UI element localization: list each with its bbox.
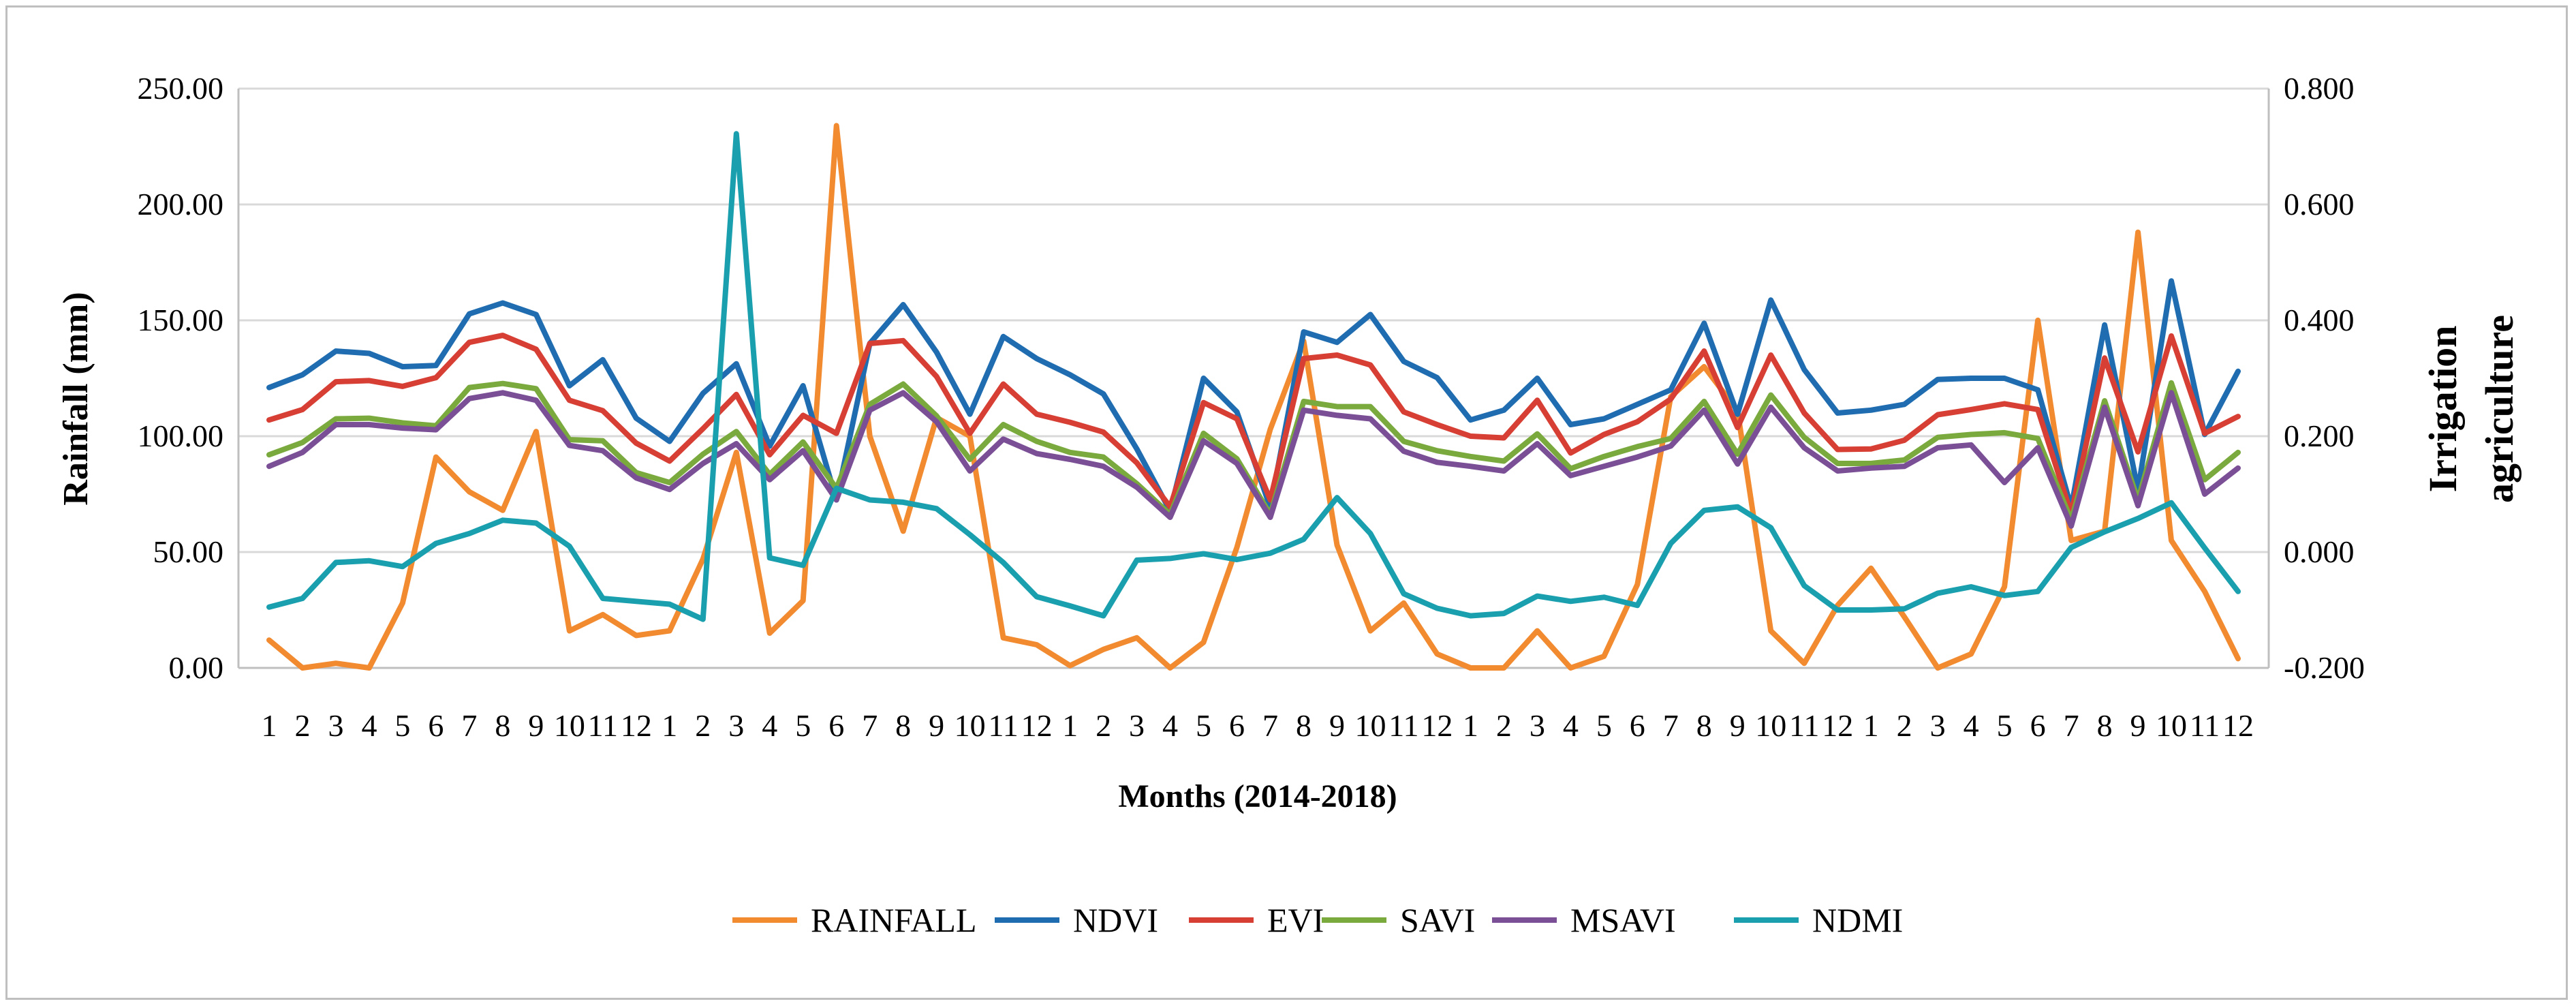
x-tick-label: 6: [2030, 708, 2046, 743]
x-tick-label: 10: [1354, 708, 1386, 743]
x-tick-label: 10: [2156, 708, 2187, 743]
x-tick-label: 1: [1863, 708, 1879, 743]
x-tick-label: 3: [328, 708, 343, 743]
legend: RAINFALL NDVI EVI SAVI MSAVI NDMI: [732, 901, 1903, 939]
x-axis-ticks: 1 2 3 4 5 6 7 8 9 10 11 12 1 2 3 4 5 6 7 8 9 10 11 12 1 2 3 4 5 6 7 8 9 1…: [262, 708, 2254, 743]
series-line-ndmi: [266, 131, 2241, 622]
x-tick-label: 5: [795, 708, 811, 743]
x-tick-label: 12: [1421, 708, 1453, 743]
x-tick-label: 11: [588, 708, 618, 743]
legend-label: EVI: [1267, 901, 1324, 939]
x-tick-label: 6: [1630, 708, 1645, 743]
legend-item-msavi: MSAVI: [1492, 901, 1676, 939]
x-tick-label: 2: [294, 708, 310, 743]
left-axis-ticks: 0.00 50.00 100.00 150.00 200.00 250.00: [138, 71, 224, 685]
right-axis-title-line-1: Irrigation: [2421, 326, 2465, 493]
x-tick-label: 1: [262, 708, 277, 743]
x-tick-label: 11: [988, 708, 1018, 743]
x-tick-label: 11: [1789, 708, 1819, 743]
x-tick-label: 2: [1897, 708, 1912, 743]
left-tick-label: 250.00: [138, 71, 224, 106]
x-tick-label: 9: [2130, 708, 2146, 743]
left-tick-label: 0.00: [169, 650, 224, 685]
x-tick-label: 2: [1096, 708, 1111, 743]
x-tick-label: 10: [554, 708, 585, 743]
right-tick-label: 0.800: [2284, 71, 2355, 106]
x-tick-label: 9: [929, 708, 944, 743]
legend-label: MSAVI: [1570, 901, 1676, 939]
legend-item-savi: SAVI: [1322, 901, 1475, 939]
legend-item-ndvi: NDVI: [995, 901, 1158, 939]
x-tick-label: 10: [955, 708, 986, 743]
left-axis-title: Rainfall (mm): [57, 292, 95, 505]
left-tick-label: 100.00: [138, 418, 224, 453]
x-tick-label: 8: [1296, 708, 1312, 743]
x-tick-label: 1: [1463, 708, 1478, 743]
x-tick-label: 12: [621, 708, 652, 743]
x-tick-label: 8: [2097, 708, 2113, 743]
x-tick-label: 12: [1822, 708, 1853, 743]
x-tick-label: 8: [895, 708, 911, 743]
x-tick-label: 2: [1496, 708, 1512, 743]
x-tick-label: 8: [495, 708, 510, 743]
x-tick-label: 6: [1229, 708, 1245, 743]
x-tick-label: 10: [1755, 708, 1786, 743]
right-tick-label: 0.000: [2284, 534, 2355, 569]
horizontal-gridlines: [238, 87, 2269, 553]
x-tick-label: 11: [2190, 708, 2220, 743]
right-tick-label: 0.400: [2284, 303, 2355, 337]
x-tick-label: 4: [1964, 708, 1979, 743]
legend-label: SAVI: [1400, 901, 1475, 939]
legend-label: NDVI: [1073, 901, 1158, 939]
series-lines: [266, 123, 2241, 671]
x-tick-label: 3: [1129, 708, 1145, 743]
x-tick-label: 7: [1262, 708, 1278, 743]
left-tick-label: 50.00: [153, 534, 224, 569]
series-line-msavi: [266, 390, 2241, 529]
x-tick-label: 1: [1062, 708, 1078, 743]
x-tick-label: 3: [728, 708, 744, 743]
x-tick-label: 7: [461, 708, 477, 743]
x-tick-label: 4: [1563, 708, 1579, 743]
x-tick-label: 9: [1329, 708, 1345, 743]
right-tick-label: 0.200: [2284, 418, 2355, 453]
x-axis-title: Months (2014-2018): [1118, 778, 1397, 814]
x-tick-label: 4: [1162, 708, 1178, 743]
x-tick-label: 11: [1388, 708, 1418, 743]
x-tick-label: 1: [662, 708, 677, 743]
x-tick-label: 4: [361, 708, 377, 743]
series-line-evi: [266, 333, 2241, 517]
x-tick-label: 9: [528, 708, 544, 743]
x-tick-label: 6: [428, 708, 444, 743]
right-tick-label: 0.600: [2284, 187, 2355, 222]
x-tick-label: 5: [1596, 708, 1612, 743]
x-tick-label: 3: [1530, 708, 1545, 743]
x-tick-label: 9: [1730, 708, 1745, 743]
x-tick-label: 7: [862, 708, 878, 743]
x-tick-label: 6: [828, 708, 844, 743]
legend-label: RAINFALL: [811, 901, 977, 939]
x-tick-label: 3: [1930, 708, 1946, 743]
legend-item-evi: EVI: [1189, 901, 1324, 939]
x-tick-label: 7: [1663, 708, 1679, 743]
legend-item-rainfall: RAINFALL: [732, 901, 977, 939]
right-axis-title-line-2: agriculture: [2477, 315, 2521, 503]
x-tick-label: 12: [1021, 708, 1053, 743]
x-tick-label: 12: [2222, 708, 2254, 743]
axes: [237, 89, 2270, 669]
x-tick-label: 7: [2064, 708, 2079, 743]
x-tick-label: 5: [394, 708, 410, 743]
x-tick-label: 5: [1997, 708, 2013, 743]
x-tick-label: 5: [1196, 708, 1211, 743]
legend-label: NDMI: [1812, 901, 1903, 939]
right-tick-label: -0.200: [2284, 650, 2365, 685]
x-tick-label: 4: [762, 708, 777, 743]
left-tick-label: 150.00: [138, 303, 224, 337]
legend-item-ndmi: NDMI: [1734, 901, 1903, 939]
right-axis-ticks: -0.200 0.000 0.200 0.400 0.600 0.800: [2284, 71, 2365, 685]
x-tick-label: 2: [695, 708, 711, 743]
x-tick-label: 8: [1696, 708, 1712, 743]
left-tick-label: 200.00: [138, 187, 224, 222]
